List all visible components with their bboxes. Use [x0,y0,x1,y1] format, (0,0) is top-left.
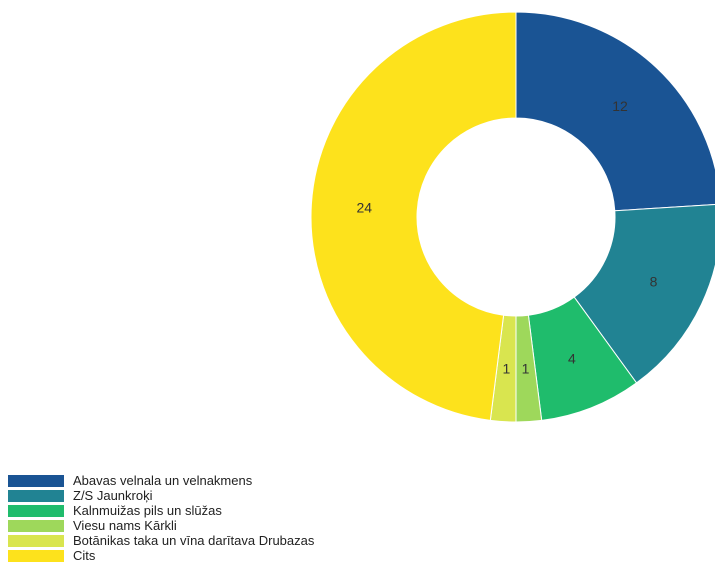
slice-value-label-1: 12 [612,98,628,114]
legend-item[interactable]: Abavas velnala un velnakmens [8,473,314,488]
slice-value-label-6: 24 [357,199,373,215]
slice-value-label-3: 4 [568,350,576,366]
legend-label: Abavas velnala un velnakmens [73,473,253,488]
legend-item[interactable]: Z/S Jaunkroķi [8,488,314,503]
legend-label: Viesu nams Kārkli [73,518,177,533]
legend-swatch [8,534,64,547]
legend-swatch [8,504,64,517]
legend-swatch [8,519,64,532]
legend-item[interactable]: Viesu nams Kārkli [8,518,314,533]
legend-label: Botānikas taka un vīna darītava Drubazas [73,533,315,548]
slice-value-label-2: 8 [650,274,658,290]
donut-slices [310,11,715,423]
legend-swatch [8,489,64,502]
donut-slice-2[interactable] [573,203,715,384]
slice-value-label-5: 1 [503,361,511,377]
donut-chart: 12 8 4 11 24 [310,11,715,423]
legend-swatch [8,549,64,562]
legend-item[interactable]: Botānikas taka un vīna darītava Drubazas [8,533,314,548]
legend-item[interactable]: Cits [8,548,314,563]
legend-item[interactable]: Kalnmuižas pils un slūžas [8,503,314,518]
donut-slice-labels: 12 8 4 11 24 [357,98,658,377]
donut-slice-6[interactable] [310,11,517,421]
donut-slice-1[interactable] [515,11,715,212]
legend-label: Kalnmuižas pils un slūžas [73,503,222,518]
chart-legend: Abavas velnala un velnakmens Z/S Jaunkroķ… [8,473,314,563]
legend-swatch [8,474,64,487]
legend-label: Z/S Jaunkroķi [73,488,153,503]
legend-label: Cits [73,548,96,563]
slice-value-label-4: 1 [522,361,530,377]
